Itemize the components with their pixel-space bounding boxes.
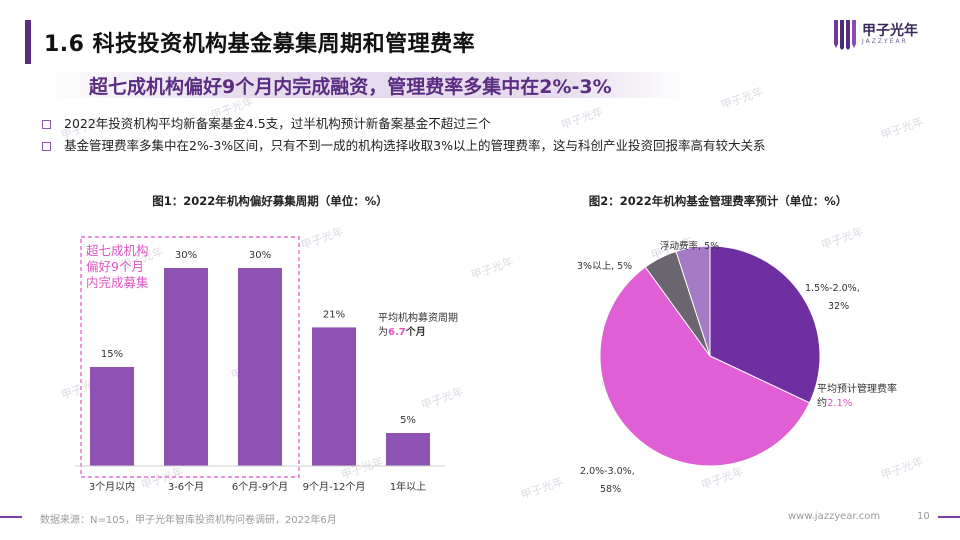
bullet-list: 2022年投资机构平均新备案基金4.5支，过半机构预计新备案基金不超过三个 基金… bbox=[42, 114, 922, 158]
jazzyear-logo: 甲子光年 JAZZYEAR bbox=[832, 14, 942, 54]
footer-accent-left bbox=[0, 516, 22, 518]
pie-label-1p5-2p0-line-2: 32% bbox=[828, 301, 849, 312]
bar-series: 15% 3个月以内 30% 3-6个月 30% 6个月-9个月 21% 9个月-12个月 5% 1… bbox=[89, 250, 430, 493]
avg-period-annotation-line-1: 平均机构募资周期 bbox=[378, 311, 458, 324]
category-label-2: 6个月-9个月 bbox=[232, 481, 288, 493]
data-source: 数据来源：N=105，甲子光年智库投资机构问卷调研，2022年6月 bbox=[40, 515, 337, 526]
pie-label-above-3pct: 3%以上, 5% bbox=[577, 261, 632, 272]
bar-1 bbox=[164, 268, 208, 466]
bar-value-label-4: 5% bbox=[400, 415, 416, 426]
bullet-text: 基金管理费率多集中在2%-3%区间，只有不到一成的机构选择收取3%以上的管理费率… bbox=[64, 138, 766, 153]
subtitle: 超七成机构偏好9个月内完成融资，管理费率多集中在2%-3% bbox=[89, 76, 612, 98]
avg-fee-annotation-line-1: 平均预计管理费率 bbox=[817, 382, 897, 395]
subtitle-banner: 超七成机构偏好9个月内完成融资，管理费率多集中在2%-3% bbox=[45, 68, 745, 102]
square-bullet-icon bbox=[42, 142, 51, 151]
title-accent-bar bbox=[25, 20, 31, 64]
avg-fee-annotation-line-2: 约2.1% bbox=[817, 396, 852, 409]
pie-slice-0 bbox=[709, 245, 821, 404]
pie-label-2p0-3p0-line-2: 58% bbox=[600, 484, 621, 495]
bar-4 bbox=[386, 433, 430, 466]
pie-chart-title: 图2：2022年机构基金管理费率预计（单位：%） bbox=[589, 194, 848, 208]
bullet-text: 2022年投资机构平均新备案基金4.5支，过半机构预计新备案基金不超过三个 bbox=[64, 116, 491, 131]
bar-value-label-3: 21% bbox=[323, 309, 345, 320]
category-label-1: 3-6个月 bbox=[168, 481, 204, 493]
pie-slice-3 bbox=[675, 245, 711, 357]
highlight-text-line-1: 超七成机构 bbox=[86, 243, 149, 258]
logo-mark-icon bbox=[834, 20, 856, 50]
bar-value-label-2: 30% bbox=[249, 250, 271, 261]
highlight-text-line-3: 内完成募集 bbox=[86, 275, 149, 290]
avg-period-annotation-line-2: 为6.7个月 bbox=[378, 325, 426, 338]
square-bullet-icon bbox=[42, 120, 51, 129]
pie-label-1p5-2p0-line-1: 1.5%-2.0%, bbox=[805, 283, 860, 294]
pie-slices bbox=[599, 245, 821, 467]
pie-chart-management-fee: 图2：2022年机构基金管理费率预计（单位：%） 浮动费率, 5% 3%以上, … bbox=[577, 194, 897, 495]
bar-value-label-1: 30% bbox=[175, 250, 197, 261]
category-label-0: 3个月以内 bbox=[89, 480, 135, 493]
pie-label-floating: 浮动费率, 5% bbox=[660, 240, 719, 252]
page-title: 1.6 科技投资机构基金募集周期和管理费率 bbox=[44, 32, 476, 57]
subtitle-background bbox=[45, 72, 685, 98]
footer-accent-right bbox=[938, 516, 960, 518]
category-label-3: 9个月-12个月 bbox=[303, 481, 366, 493]
page-number: 10 bbox=[917, 511, 930, 522]
bar-chart-title: 图1：2022年机构偏好募集周期（单位：%） bbox=[152, 194, 388, 208]
logo-subtext: JAZZYEAR bbox=[862, 38, 908, 45]
highlight-text-line-2: 偏好9个月 bbox=[86, 259, 144, 274]
bar-3 bbox=[312, 327, 356, 466]
pie-slice-1 bbox=[599, 266, 811, 467]
bar-0 bbox=[90, 367, 134, 466]
bar-value-label-0: 15% bbox=[101, 349, 123, 360]
category-label-4: 1年以上 bbox=[390, 480, 426, 493]
bar-chart-fundraising-period: 图1：2022年机构偏好募集周期（单位：%） 超七成机构 偏好9个月 内完成募集… bbox=[75, 194, 458, 493]
highlight-dashed-box bbox=[80, 236, 300, 478]
bullet-item: 基金管理费率多集中在2%-3%区间，只有不到一成的机构选择收取3%以上的管理费率… bbox=[42, 136, 922, 158]
bullet-item: 2022年投资机构平均新备案基金4.5支，过半机构预计新备案基金不超过三个 bbox=[42, 114, 922, 136]
website-link[interactable]: www.jazzyear.com bbox=[788, 511, 881, 522]
pie-label-2p0-3p0-line-1: 2.0%-3.0%, bbox=[580, 466, 635, 477]
bar-2 bbox=[238, 268, 282, 466]
logo-text: 甲子光年 bbox=[862, 23, 918, 39]
